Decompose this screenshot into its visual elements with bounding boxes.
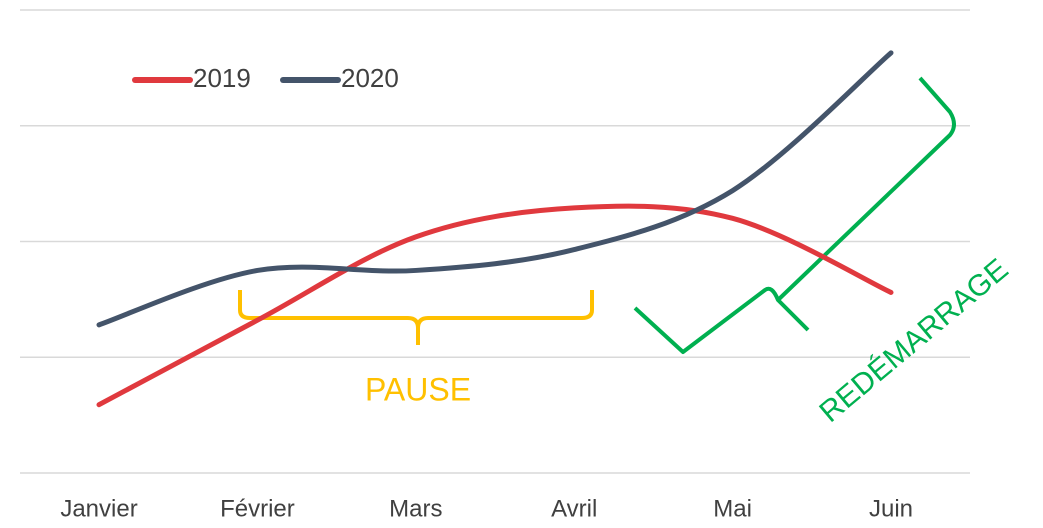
legend-label: 2019 xyxy=(193,63,251,93)
pause-label: PAUSE xyxy=(365,371,471,407)
x-tick-label: Juin xyxy=(869,495,913,522)
x-tick-label: Mars xyxy=(389,495,442,522)
x-tick-label: Janvier xyxy=(60,495,137,522)
series-line xyxy=(96,50,894,328)
legend-label: 2020 xyxy=(341,63,399,93)
x-tick-label: Mai xyxy=(713,495,752,522)
restart-label: REDÉMARRAGE xyxy=(813,253,1014,429)
x-tick-label: Février xyxy=(220,495,295,522)
restart-bracket xyxy=(633,76,956,354)
series-line xyxy=(96,203,894,408)
pause-bracket xyxy=(238,290,594,345)
x-tick-label: Avril xyxy=(551,495,597,522)
